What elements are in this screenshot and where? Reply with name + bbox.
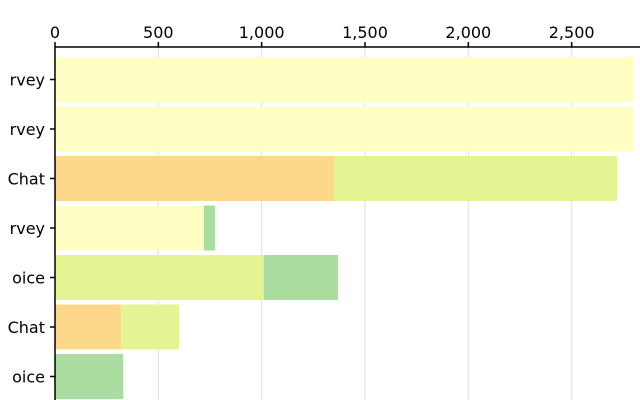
y-category-label: rvey (10, 219, 45, 238)
bars (55, 57, 634, 399)
bar-segment (55, 205, 204, 251)
bar-segment (55, 57, 634, 102)
x-tick-label: 1,500 (342, 23, 388, 42)
y-category-label: oice (12, 368, 45, 387)
y-category-label: rvey (10, 120, 45, 139)
axes: 0 500 1,000 1,500 2,000 2,500 rvey rvey Chat rvey… (8, 23, 640, 400)
y-category-label: oice (12, 269, 45, 288)
bar-segment (334, 156, 618, 201)
bar-segment (55, 354, 124, 399)
x-tick-label: 500 (143, 23, 174, 42)
bar-segment (263, 255, 339, 300)
y-category-label: Chat (8, 318, 45, 337)
x-tick-label: 1,000 (239, 23, 285, 42)
y-category-label: Chat (8, 170, 45, 189)
y-category-label: rvey (10, 71, 45, 90)
x-tick-label: 2,500 (549, 23, 595, 42)
x-tick-label: 0 (50, 23, 60, 42)
bar-segment (121, 304, 179, 350)
bar-segment (55, 156, 334, 201)
bar-segment (55, 304, 122, 350)
x-tick-label: 2,000 (445, 23, 491, 42)
bar-segment (55, 255, 264, 300)
bar-segment (55, 106, 634, 152)
bar-segment (203, 205, 216, 251)
